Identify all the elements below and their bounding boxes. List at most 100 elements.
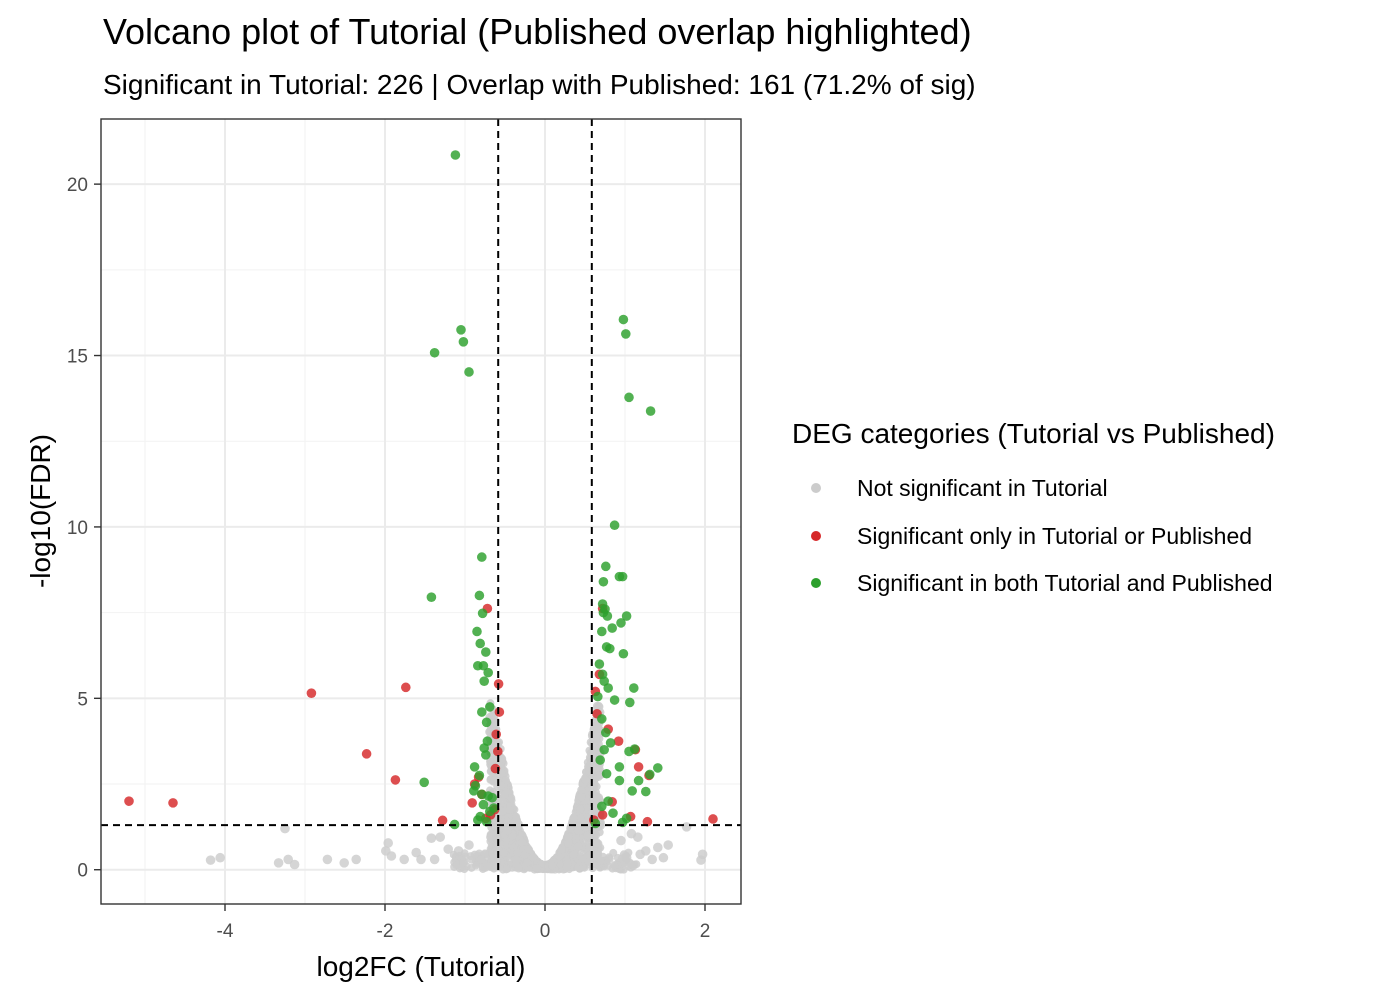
data-point — [416, 854, 426, 865]
data-point — [597, 801, 607, 812]
background-point — [576, 813, 585, 822]
data-point — [383, 838, 394, 848]
y-tick-label: 15 — [67, 347, 88, 368]
background-point — [573, 826, 582, 835]
data-point — [595, 755, 605, 765]
data-point — [280, 823, 290, 834]
data-point — [593, 691, 603, 702]
y-axis-title: -log10(FDR) — [25, 434, 56, 588]
background-point — [596, 856, 605, 865]
background-point — [594, 724, 603, 733]
x-tick-label: -2 — [377, 921, 394, 942]
legend: DEG categories (Tutorial vs Published) N… — [792, 418, 1275, 596]
background-point — [564, 833, 573, 842]
data-point — [626, 828, 637, 839]
background-point — [511, 855, 520, 864]
data-point — [613, 736, 624, 746]
data-point — [467, 798, 478, 808]
data-point — [708, 814, 718, 824]
background-point — [569, 850, 578, 859]
data-point — [464, 367, 474, 377]
data-point — [473, 815, 483, 825]
data-point — [658, 852, 669, 863]
data-point — [477, 608, 488, 619]
data-point — [456, 325, 466, 335]
data-point — [273, 858, 284, 868]
background-point — [574, 842, 583, 851]
y-tick-label: 5 — [77, 689, 88, 710]
background-point — [505, 805, 514, 814]
data-point — [489, 803, 499, 813]
background-point — [605, 854, 614, 863]
data-point — [361, 749, 372, 759]
data-points — [124, 150, 718, 870]
data-point — [401, 682, 411, 693]
data-point — [645, 769, 655, 780]
background-point — [627, 860, 636, 869]
data-point — [594, 659, 605, 669]
data-point — [663, 840, 673, 850]
data-point — [624, 392, 634, 403]
data-point — [472, 626, 482, 637]
data-point — [618, 648, 629, 659]
data-point — [633, 775, 644, 786]
data-point — [635, 849, 645, 860]
data-point — [597, 714, 607, 724]
data-point — [681, 822, 692, 832]
background-point — [518, 838, 527, 847]
background-point — [581, 776, 590, 785]
legend-key-significant-one — [811, 531, 821, 541]
data-point — [429, 854, 440, 865]
data-point — [625, 697, 635, 708]
data-point — [306, 688, 317, 698]
data-point — [616, 618, 626, 628]
legend-key-not-significant — [811, 483, 821, 493]
data-point — [627, 786, 637, 796]
data-point — [435, 832, 446, 842]
data-point — [597, 810, 608, 820]
data-point — [419, 777, 430, 788]
background-point — [486, 833, 495, 842]
legend-title: DEG categories (Tutorial vs Published) — [792, 418, 1275, 449]
data-point — [696, 855, 706, 865]
data-point — [602, 611, 613, 621]
data-point — [477, 552, 487, 562]
background-point — [520, 851, 529, 860]
data-point — [399, 854, 410, 865]
data-point — [491, 729, 502, 740]
data-point — [481, 717, 492, 728]
background-point — [514, 864, 523, 873]
plot-panel — [101, 119, 741, 904]
background-point — [508, 832, 517, 841]
background-point — [513, 822, 522, 831]
data-point — [411, 847, 422, 858]
data-point — [124, 796, 134, 806]
data-point — [618, 314, 629, 325]
data-point — [633, 762, 644, 772]
background-point — [569, 813, 578, 822]
background-point — [591, 731, 600, 740]
data-point — [601, 768, 612, 779]
background-point — [562, 863, 571, 872]
background-point — [459, 858, 468, 867]
background-point — [500, 848, 509, 857]
data-point — [601, 727, 611, 738]
data-point — [653, 763, 663, 773]
background-point — [500, 791, 509, 800]
background-point — [507, 793, 516, 802]
data-point — [453, 846, 464, 856]
data-point — [614, 762, 625, 772]
background-point — [610, 861, 619, 870]
legend-label-significant-one: Significant only in Tutorial or Publishe… — [857, 523, 1252, 549]
background-point — [513, 848, 522, 857]
data-point — [492, 834, 502, 844]
data-point — [458, 337, 469, 347]
y-tick-label: 10 — [67, 518, 88, 539]
background-point — [571, 834, 580, 843]
data-point — [205, 855, 216, 865]
data-point — [386, 851, 397, 861]
data-point — [473, 660, 483, 671]
background-point — [460, 865, 469, 874]
background-point — [583, 831, 592, 840]
